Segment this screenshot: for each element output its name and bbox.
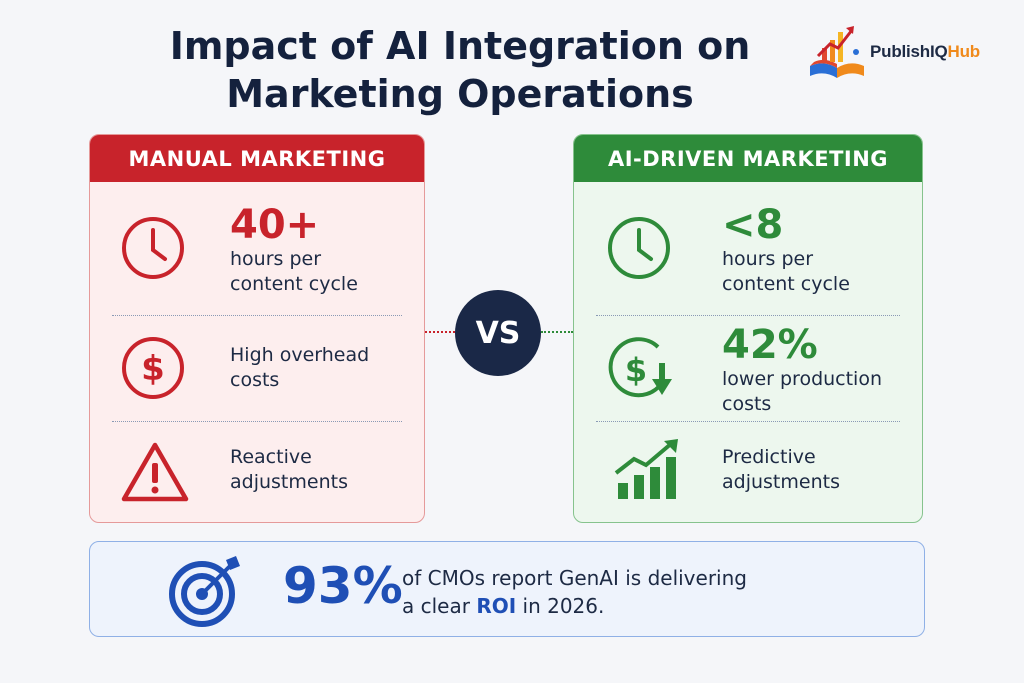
ai-row-time: <8 hours per content cycle xyxy=(574,193,922,313)
clock-icon xyxy=(122,217,184,279)
ai-row-adjust: Predictive adjustments xyxy=(574,423,922,522)
brand-logo: PublishIQHub xyxy=(806,22,1006,82)
manual-row-time: 40+ hours per content cycle xyxy=(90,193,424,313)
manual-adjust-label-1: Reactive xyxy=(230,446,312,468)
manual-cost-label-1: High overhead xyxy=(230,344,370,366)
ai-hours-label-1: hours per xyxy=(722,248,814,270)
manual-panel-heading: MANUAL MARKETING xyxy=(90,135,424,182)
svg-text:$: $ xyxy=(141,349,165,389)
ai-cost-label-1: lower production xyxy=(722,368,883,390)
manual-hours-label-2: content cycle xyxy=(230,273,358,295)
ai-divider-1 xyxy=(596,315,900,316)
clock-icon xyxy=(608,217,670,279)
right-connector xyxy=(541,331,573,333)
cmo-stat-line-2: a clear ROI in 2026. xyxy=(402,594,605,618)
brand-name: PublishIQHub xyxy=(870,42,980,61)
title-line-1: Impact of AI Integration on xyxy=(169,24,751,68)
cmo-stat-banner: 93% of CMOs report GenAI is delivering a… xyxy=(89,541,925,637)
manual-divider-2 xyxy=(112,421,402,422)
target-icon xyxy=(169,556,240,627)
ai-cost-label-2: costs xyxy=(722,393,772,415)
ai-panel-heading: AI-DRIVEN MARKETING xyxy=(574,135,922,182)
ai-hours-value: <8 xyxy=(722,202,784,248)
ai-marketing-panel: AI-DRIVEN MARKETING <8 hours per content… xyxy=(573,134,923,523)
svg-text:$: $ xyxy=(625,351,647,389)
ai-divider-2 xyxy=(596,421,900,422)
manual-hours-label-1: hours per xyxy=(230,248,322,270)
book-logo-icon xyxy=(810,26,864,78)
manual-row-adjust: Reactive adjustments xyxy=(90,423,424,522)
manual-marketing-panel: MANUAL MARKETING 40+ hours per content c… xyxy=(89,134,425,523)
ai-row-cost: $ 42% lower production costs xyxy=(574,317,922,421)
manual-cost-label-2: costs xyxy=(230,369,280,391)
left-connector xyxy=(425,331,455,333)
cmo-stat-value: 93% xyxy=(283,557,403,615)
growth-chart-icon xyxy=(614,439,678,499)
warning-icon xyxy=(121,442,189,502)
cmo-stat-line-1: of CMOs report GenAI is delivering xyxy=(402,566,747,590)
roi-highlight: ROI xyxy=(476,594,517,618)
dollar-down-icon: $ xyxy=(608,337,672,398)
manual-hours-value: 40+ xyxy=(230,202,320,248)
title-line-2: Marketing Operations xyxy=(226,72,694,116)
manual-row-cost: $ High overhead costs xyxy=(90,317,424,421)
cmo-stat-message: of CMOs report GenAI is delivering a cle… xyxy=(402,564,747,620)
ai-adjust-label-2: adjustments xyxy=(722,471,840,493)
manual-divider-1 xyxy=(112,315,402,316)
ai-cost-value: 42% xyxy=(722,322,818,368)
manual-adjust-label-2: adjustments xyxy=(230,471,348,493)
page-title: Impact of AI Integration on Marketing Op… xyxy=(110,22,810,118)
ai-hours-label-2: content cycle xyxy=(722,273,850,295)
ai-adjust-label-1: Predictive xyxy=(722,446,816,468)
dollar-icon: $ xyxy=(122,337,184,399)
vs-badge: VS xyxy=(455,290,541,376)
